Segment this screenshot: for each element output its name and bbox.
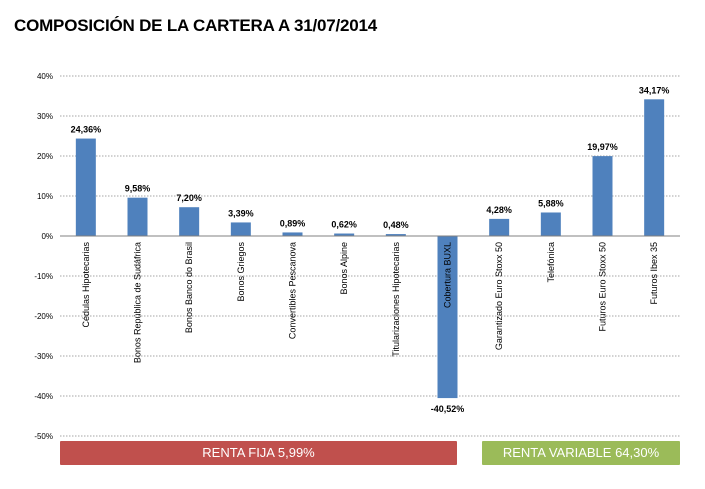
y-tick-label: -20%: [34, 312, 53, 321]
category-label: Bonos Alpine: [339, 242, 349, 295]
data-label: 19,97%: [587, 142, 618, 152]
bar: [230, 222, 251, 236]
y-tick-label: 20%: [37, 152, 53, 161]
y-tick-label: -10%: [34, 272, 53, 281]
category-label: Futuros Ibex 35: [649, 242, 659, 305]
bar: [75, 138, 96, 236]
category-label: Cobertura BUXL: [443, 242, 453, 308]
y-tick-label: -40%: [34, 392, 53, 401]
y-tick-label: 10%: [37, 192, 53, 201]
category-label: Convertibles Pescanova: [288, 242, 298, 339]
data-label: 7,20%: [176, 193, 202, 203]
y-tick-label: 30%: [37, 112, 53, 121]
data-label: 0,62%: [331, 220, 357, 230]
bar: [489, 218, 510, 236]
category-label: Titularizaciones Hipotecarias: [391, 242, 401, 357]
y-tick-label: 40%: [37, 72, 53, 81]
bar: [385, 234, 406, 236]
data-label: 34,17%: [639, 85, 670, 95]
y-tick-label: -50%: [34, 432, 53, 441]
bar: [334, 233, 355, 236]
category-label: Bonos República de Sudáfrica: [133, 242, 143, 363]
bar: [179, 207, 200, 236]
category-label: Telefónica: [546, 242, 556, 283]
chart-title: COMPOSICIÓN DE LA CARTERA A 31/07/2014: [14, 16, 378, 35]
data-label: 9,58%: [125, 184, 151, 194]
data-label: 24,36%: [71, 125, 102, 135]
y-tick-label: -30%: [34, 352, 53, 361]
data-label: 5,88%: [538, 198, 564, 208]
data-label: 0,48%: [383, 220, 409, 230]
bar: [540, 212, 561, 236]
data-label: 0,89%: [280, 218, 306, 228]
y-tick-label: 0%: [41, 232, 53, 241]
category-label: Bonos Banco do Brasil: [184, 242, 194, 333]
renta-variable-band: RENTA VARIABLE 64,30%: [482, 441, 680, 465]
category-label: Cédulas Hipotecarias: [81, 242, 91, 328]
category-label: Bonos Griegos: [236, 242, 246, 302]
bar: [282, 232, 303, 236]
data-label: 4,28%: [486, 205, 512, 215]
bar: [592, 156, 613, 236]
category-label: Garantizado Euro Stoxx 50: [494, 242, 504, 350]
renta-fija-band: RENTA FIJA 5,99%: [60, 441, 457, 465]
bar: [437, 236, 458, 399]
category-label: Futuros Euro Stoxx 50: [598, 242, 608, 332]
bar: [127, 197, 148, 236]
data-label: 3,39%: [228, 208, 254, 218]
data-label: -40,52%: [431, 404, 465, 414]
bar: [644, 99, 665, 236]
